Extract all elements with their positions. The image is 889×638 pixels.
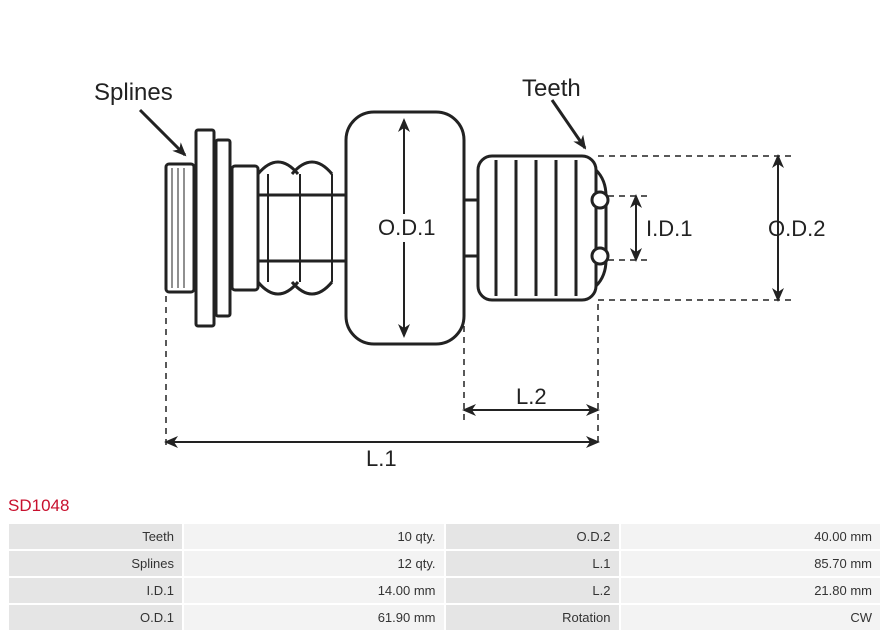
spec-value: 21.80 mm: [621, 578, 881, 603]
table-row: O.D.1 61.90 mm Rotation CW: [9, 605, 880, 630]
table-row: Splines 12 qty. L.1 85.70 mm: [9, 551, 880, 576]
spec-tbody: Teeth 10 qty. O.D.2 40.00 mm Splines 12 …: [9, 524, 880, 630]
teeth-arrow: [552, 100, 585, 148]
l1-label: L.1: [366, 446, 397, 471]
spec-table: Teeth 10 qty. O.D.2 40.00 mm Splines 12 …: [7, 522, 882, 632]
od1-label: O.D.1: [378, 215, 435, 240]
technical-diagram: Splines Teeth: [0, 0, 889, 490]
spec-label: L.2: [446, 578, 619, 603]
od2-label: O.D.2: [768, 216, 825, 241]
diagram-svg: Splines Teeth: [0, 0, 889, 490]
spec-value: 40.00 mm: [621, 524, 881, 549]
spec-label: Splines: [9, 551, 182, 576]
spec-value: 61.90 mm: [184, 605, 444, 630]
spec-label: L.1: [446, 551, 619, 576]
spec-value: 14.00 mm: [184, 578, 444, 603]
table-row: I.D.1 14.00 mm L.2 21.80 mm: [9, 578, 880, 603]
spec-label: Rotation: [446, 605, 619, 630]
splines-arrow: [140, 110, 185, 155]
spec-value: 10 qty.: [184, 524, 444, 549]
spec-value: 85.70 mm: [621, 551, 881, 576]
teeth-label: Teeth: [522, 75, 581, 102]
spec-label: I.D.1: [9, 578, 182, 603]
splines-label: Splines: [94, 79, 173, 106]
table-row: Teeth 10 qty. O.D.2 40.00 mm: [9, 524, 880, 549]
l2-label: L.2: [516, 384, 547, 409]
id1-label: I.D.1: [646, 216, 692, 241]
spec-label: O.D.2: [446, 524, 619, 549]
part-number: SD1048: [8, 496, 889, 516]
spec-label: Teeth: [9, 524, 182, 549]
spec-value: CW: [621, 605, 881, 630]
spec-value: 12 qty.: [184, 551, 444, 576]
spec-label: O.D.1: [9, 605, 182, 630]
